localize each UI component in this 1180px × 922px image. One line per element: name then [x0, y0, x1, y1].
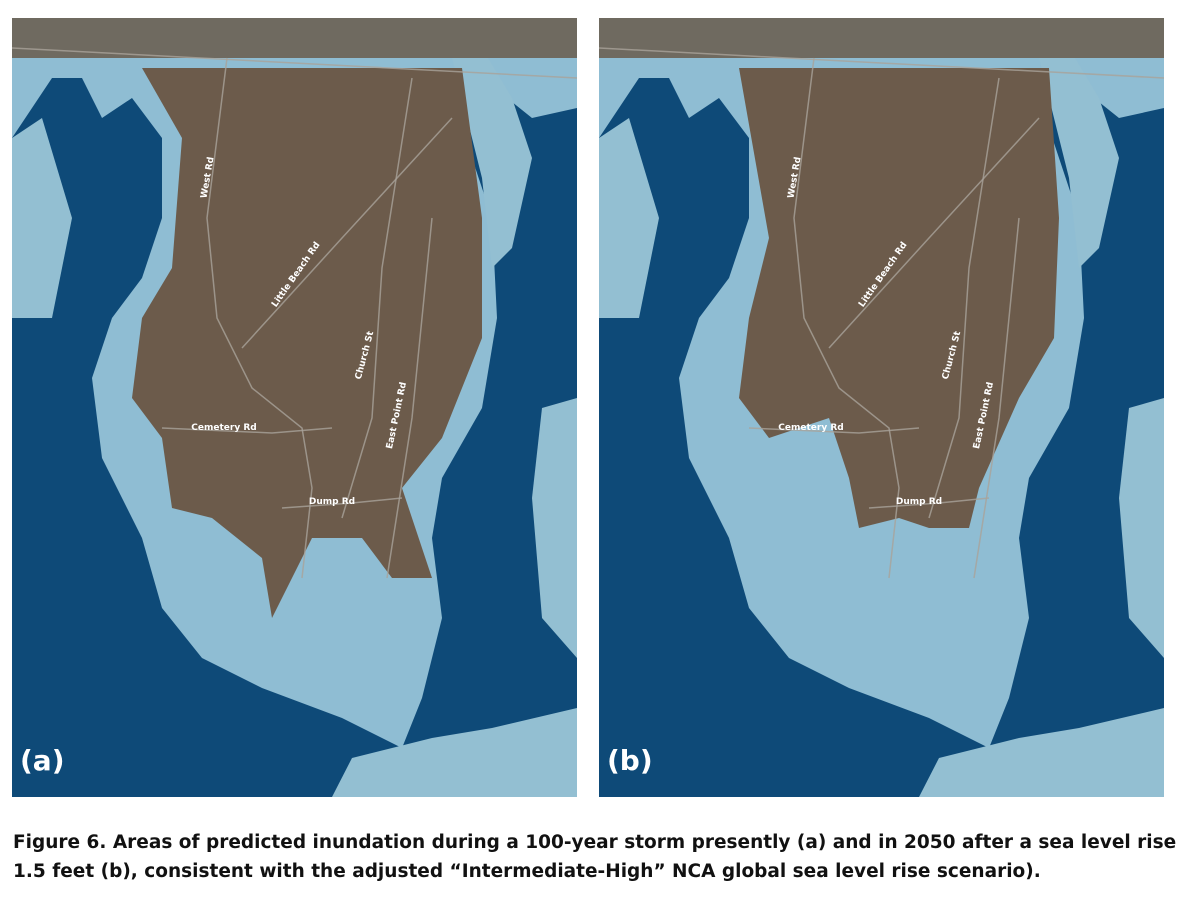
- road: [386, 217, 433, 579]
- road: [828, 117, 1040, 349]
- road: [793, 57, 900, 579]
- road: [599, 47, 1164, 79]
- shore-land: [332, 708, 577, 797]
- shore-land: [12, 118, 72, 318]
- road-label: Dump Rd: [896, 497, 942, 507]
- developed-land: [599, 18, 1164, 58]
- road-label: Cemetery Rd: [778, 423, 843, 433]
- shore-land: [1119, 398, 1164, 658]
- road: [12, 47, 577, 79]
- road: [928, 77, 1000, 519]
- road: [241, 117, 453, 349]
- panel-label: (a): [20, 744, 65, 777]
- road: [748, 427, 920, 434]
- caption-line: 1.5 feet (b), consistent with the adjust…: [13, 861, 1041, 882]
- panel-label: (b): [607, 744, 653, 777]
- road: [973, 217, 1020, 579]
- shore-land: [532, 398, 577, 658]
- dry-land: [132, 68, 482, 618]
- road: [281, 497, 403, 509]
- road-label: Dump Rd: [309, 497, 355, 507]
- road: [341, 77, 413, 519]
- road: [206, 57, 313, 579]
- road: [868, 497, 990, 509]
- caption: Figure 6. Areas of predicted inundation …: [13, 828, 1180, 886]
- shore-land: [452, 48, 532, 268]
- shore-land: [1039, 48, 1119, 268]
- road-label: Cemetery Rd: [191, 423, 256, 433]
- developed-land: [12, 18, 577, 58]
- caption-line: Figure 6. Areas of predicted inundation …: [13, 832, 1180, 853]
- shore-land: [919, 708, 1164, 797]
- road: [161, 427, 333, 434]
- shore-land: [599, 118, 659, 318]
